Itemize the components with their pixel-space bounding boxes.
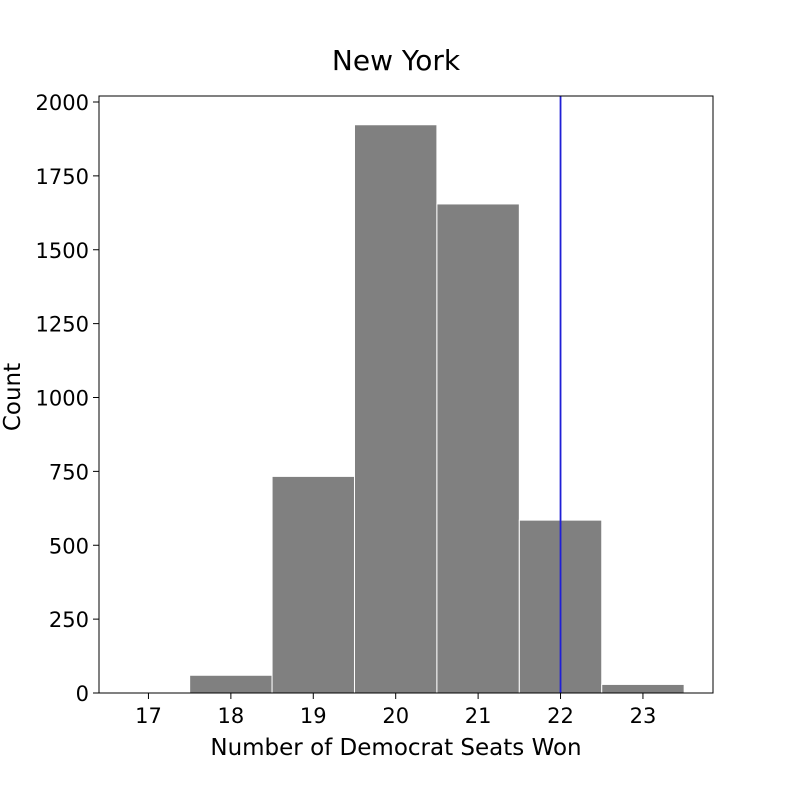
x-tick-label: 22 — [547, 704, 574, 728]
bar-20 — [353, 124, 438, 694]
x-tick-label: 18 — [217, 704, 244, 728]
y-tick-label: 2000 — [36, 91, 89, 115]
x-tick-label: 19 — [300, 704, 327, 728]
x-axis: 17 18 19 20 21 22 23 — [135, 693, 656, 728]
y-axis-label: Count — [0, 363, 26, 431]
y-tick-label: 250 — [49, 608, 89, 632]
y-tick-label: 1500 — [36, 239, 89, 263]
bar-21 — [436, 203, 520, 694]
y-tick-label: 1750 — [36, 165, 89, 189]
x-tick-label: 20 — [382, 704, 409, 728]
y-tick-label: 1250 — [36, 313, 89, 337]
plot-area — [106, 96, 685, 694]
bar-19 — [271, 475, 355, 694]
chart-title: New York — [332, 44, 461, 77]
bar-18 — [189, 674, 273, 694]
x-tick-label: 17 — [135, 704, 162, 728]
x-tick-label: 23 — [630, 704, 657, 728]
y-tick-label: 1000 — [36, 387, 89, 411]
x-tick-label: 21 — [465, 704, 492, 728]
plot-frame — [98, 95, 714, 694]
y-tick-label: 500 — [49, 534, 89, 558]
x-axis-label: Number of Democrat Seats Won — [210, 735, 581, 761]
bar-23 — [601, 683, 685, 694]
y-axis: 0 250 500 750 1000 1250 1500 1750 2000 — [36, 91, 99, 706]
y-tick-label: 750 — [49, 460, 89, 484]
y-tick-label: 0 — [76, 682, 89, 706]
